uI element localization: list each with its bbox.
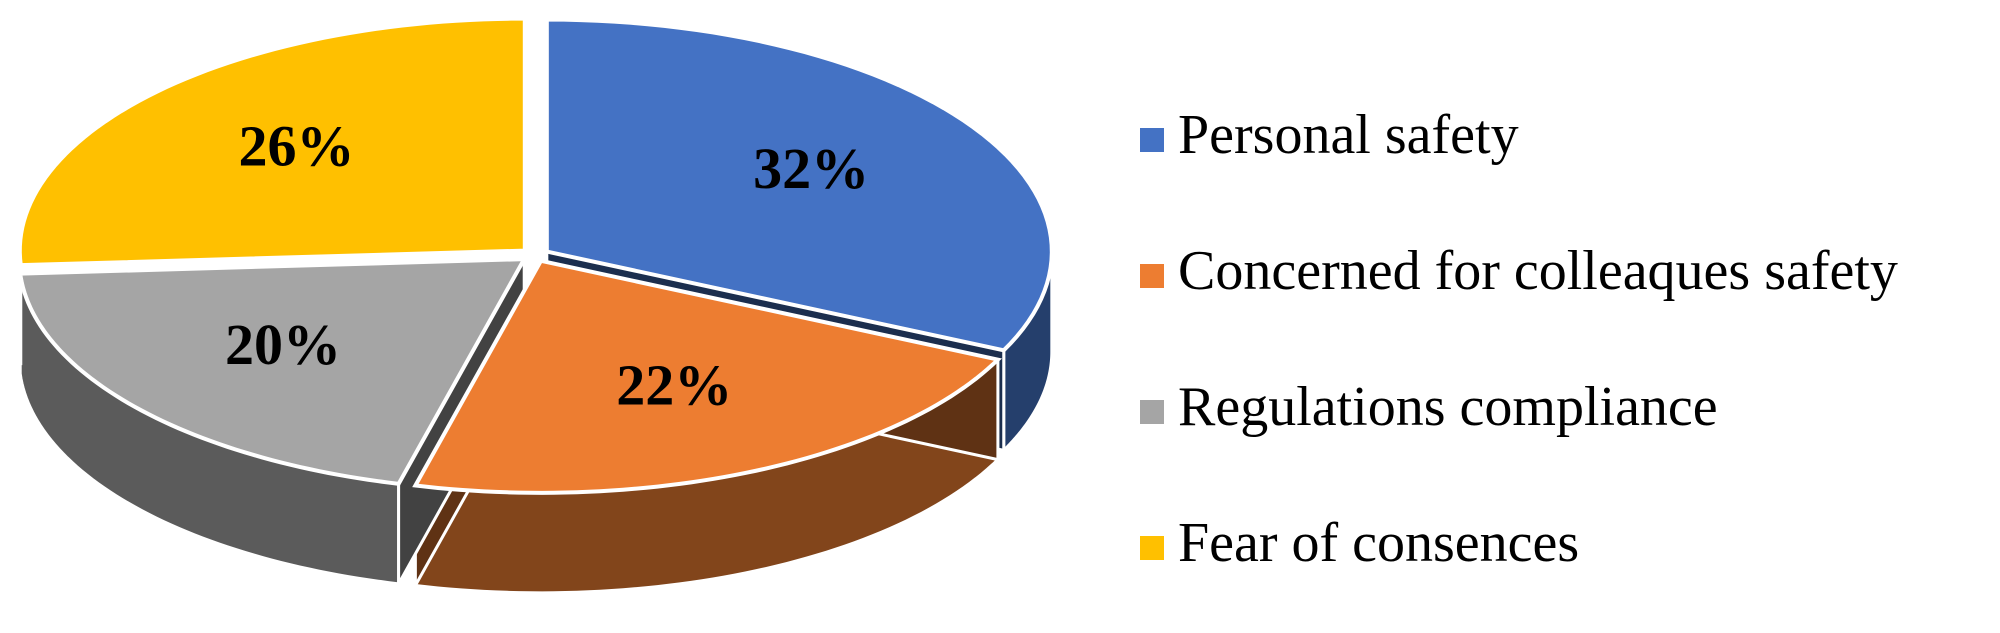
data-label: 26% [239,113,355,178]
legend-label: Concerned for colleaques safety [1178,240,1898,302]
legend-swatch [1140,128,1164,152]
slice [412,258,1003,495]
legend-label: Regulations compliance [1178,376,1718,438]
data-label: 32% [753,136,869,201]
slice [17,16,527,268]
slice [544,17,1054,353]
legend-label: Personal safety [1178,104,1519,166]
legend-swatch [1140,400,1164,424]
slice [17,256,528,486]
legend-swatch [1140,264,1164,288]
slice-side [18,250,23,366]
data-label: 20% [225,312,341,377]
data-label: 22% [616,352,732,417]
legend-swatch [1140,536,1164,560]
legend-label: Fear of consences [1178,512,1579,574]
